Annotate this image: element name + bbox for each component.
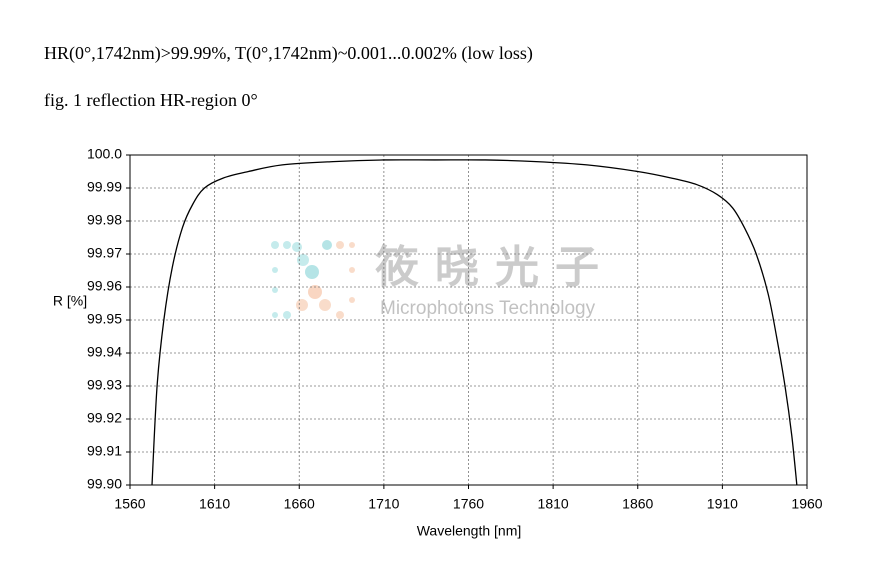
y-axis-label: R [%] bbox=[53, 293, 87, 309]
x-tick-label: 1860 bbox=[622, 496, 653, 512]
x-tick-label: 1560 bbox=[114, 496, 145, 512]
subtitle: fig. 1 reflection HR-region 0° bbox=[44, 90, 258, 110]
x-tick-label: 1660 bbox=[284, 496, 315, 512]
y-tick-label: 99.97 bbox=[87, 245, 122, 261]
y-tick-label: 99.96 bbox=[87, 278, 122, 294]
y-tick-label: 99.94 bbox=[87, 344, 122, 360]
watermark-logo bbox=[271, 240, 355, 319]
y-tick-label: 99.91 bbox=[87, 443, 122, 459]
y-tick-label: 99.99 bbox=[87, 179, 122, 195]
x-tick-label: 1960 bbox=[791, 496, 822, 512]
title: HR(0°,1742nm)>99.99%, T(0°,1742nm)~0.001… bbox=[44, 43, 533, 64]
y-tick-label: 99.93 bbox=[87, 377, 122, 393]
y-tick-label: 100.0 bbox=[87, 146, 122, 162]
y-tick-label: 99.92 bbox=[87, 410, 122, 426]
x-tick-label: 1810 bbox=[538, 496, 569, 512]
plot-frame bbox=[129, 154, 808, 486]
y-tick-label: 99.90 bbox=[87, 476, 122, 492]
x-tick-label: 1910 bbox=[707, 496, 738, 512]
watermark-subtitle: Microphotons Technology bbox=[380, 298, 596, 319]
x-tick-label: 1710 bbox=[368, 496, 399, 512]
reflection-curve bbox=[151, 159, 798, 486]
watermark-title: 筱晓光子 bbox=[375, 242, 615, 293]
x-tick-label: 1760 bbox=[453, 496, 484, 512]
y-tick-label: 99.95 bbox=[87, 311, 122, 327]
x-tick-label: 1610 bbox=[199, 496, 230, 512]
y-tick-label: 99.98 bbox=[87, 212, 122, 228]
x-axis-label: Wavelength [nm] bbox=[417, 523, 522, 539]
